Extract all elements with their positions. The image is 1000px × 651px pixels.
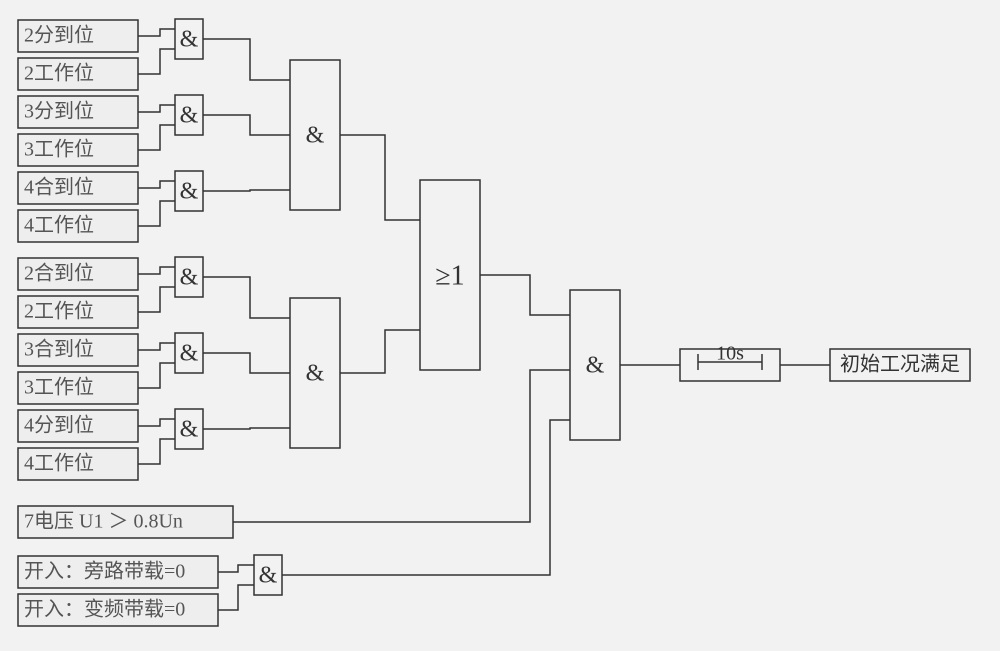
voltage-input: 7电压 U1 ＞ 0.8Un [18, 506, 233, 538]
input-label: 4工作位 [24, 214, 94, 237]
and-gate-pair: & & & [175, 257, 203, 449]
svg-text:&: & [180, 103, 199, 129]
input-label: 2分到位 [24, 24, 94, 47]
svg-text:&: & [180, 417, 199, 443]
output-label: 初始工况满足 [840, 353, 960, 376]
input-label: 4合到位 [24, 176, 94, 199]
input-label: 3工作位 [24, 376, 94, 399]
input-label: 2工作位 [24, 62, 94, 85]
svg-text:&: & [306, 123, 325, 149]
input-label: 2合到位 [24, 262, 94, 285]
input-group-top: 2分到位 2工作位 3分到位 3工作位 4合到位 4工作位 [18, 20, 138, 242]
input-label: 4分到位 [24, 414, 94, 437]
input-label: 3合到位 [24, 338, 94, 361]
open-input-label: 开入：旁路带载=0 [24, 560, 185, 583]
input-label: 4工作位 [24, 452, 94, 475]
input-label: 3工作位 [24, 138, 94, 161]
open-inputs: 开入：旁路带载=0 开入：变频带载=0 [18, 556, 218, 626]
input-label: 2工作位 [24, 300, 94, 323]
and-gate-pair: & & & [175, 19, 203, 211]
svg-text:&: & [180, 27, 199, 53]
input-label: 3分到位 [24, 100, 94, 123]
svg-text:&: & [306, 361, 325, 387]
svg-text:&: & [259, 563, 278, 589]
timer-block: 10s [680, 343, 780, 381]
svg-text:&: & [180, 265, 199, 291]
logic-diagram: 2分到位 2工作位 3分到位 3工作位 4合到位 4工作位 2合到位 2工作位 … [0, 0, 1000, 651]
input-group-bottom: 2合到位 2工作位 3合到位 3工作位 4分到位 4工作位 [18, 258, 138, 480]
svg-text:&: & [586, 353, 605, 379]
timer-label: 10s [716, 343, 744, 365]
svg-text:≥1: ≥1 [435, 260, 464, 291]
svg-text:&: & [180, 179, 199, 205]
voltage-label: 7电压 U1 ＞ 0.8Un [24, 510, 183, 533]
open-input-label: 开入：变频带载=0 [24, 598, 185, 621]
svg-text:&: & [180, 341, 199, 367]
